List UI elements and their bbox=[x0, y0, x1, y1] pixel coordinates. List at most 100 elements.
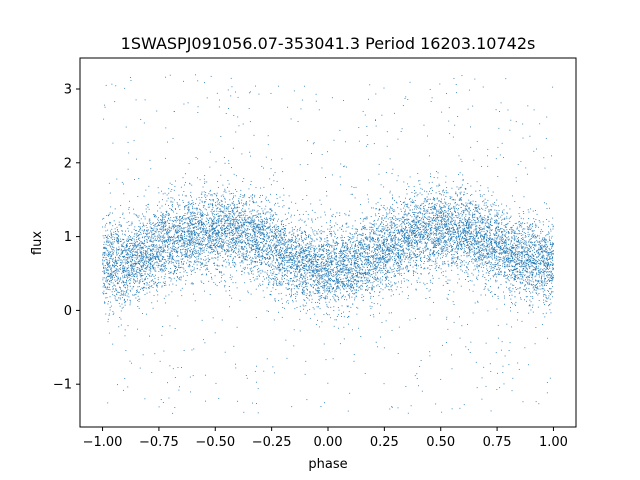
data-point bbox=[450, 230, 452, 232]
data-point bbox=[515, 261, 517, 263]
data-point bbox=[480, 236, 482, 238]
data-point bbox=[456, 244, 458, 246]
data-point bbox=[340, 271, 342, 273]
data-point bbox=[351, 296, 353, 298]
data-point bbox=[379, 234, 381, 236]
data-point bbox=[333, 325, 335, 327]
data-point bbox=[431, 226, 432, 228]
data-point bbox=[256, 261, 258, 263]
data-point bbox=[476, 239, 478, 241]
data-point bbox=[384, 280, 386, 282]
data-point bbox=[172, 412, 174, 414]
data-point bbox=[427, 218, 429, 220]
data-point bbox=[521, 247, 523, 249]
data-point bbox=[450, 221, 452, 223]
data-point bbox=[146, 230, 148, 232]
data-point bbox=[229, 213, 231, 214]
data-point bbox=[500, 246, 502, 248]
data-point bbox=[314, 248, 316, 250]
data-point bbox=[233, 226, 235, 228]
data-point bbox=[326, 268, 328, 269]
data-point bbox=[147, 249, 149, 251]
data-point bbox=[500, 232, 502, 234]
data-point bbox=[490, 268, 492, 270]
data-point bbox=[175, 266, 177, 268]
data-point bbox=[104, 286, 106, 288]
data-point bbox=[500, 349, 502, 351]
data-point bbox=[518, 251, 520, 252]
data-point bbox=[505, 239, 507, 241]
data-point bbox=[137, 252, 139, 254]
data-point bbox=[484, 215, 486, 217]
data-point bbox=[249, 229, 250, 231]
data-point bbox=[211, 225, 213, 227]
data-point bbox=[181, 253, 183, 255]
data-point bbox=[469, 246, 471, 248]
data-point bbox=[517, 163, 519, 165]
data-point bbox=[496, 246, 498, 248]
data-point bbox=[201, 274, 203, 276]
data-point bbox=[223, 215, 225, 217]
data-point bbox=[402, 249, 404, 250]
data-point bbox=[381, 259, 383, 261]
data-point bbox=[197, 217, 199, 219]
data-point bbox=[382, 243, 384, 245]
data-point bbox=[330, 271, 331, 272]
data-point bbox=[264, 258, 266, 259]
data-point bbox=[543, 237, 545, 239]
data-point bbox=[186, 245, 187, 247]
data-point bbox=[308, 299, 310, 301]
data-point bbox=[310, 255, 312, 257]
data-point bbox=[466, 241, 468, 243]
data-point bbox=[373, 240, 375, 242]
data-point bbox=[370, 239, 372, 241]
data-point bbox=[494, 220, 495, 222]
data-point bbox=[317, 290, 319, 292]
data-point bbox=[411, 230, 413, 232]
data-point bbox=[390, 221, 392, 222]
data-point bbox=[120, 250, 122, 252]
data-point bbox=[161, 237, 163, 238]
data-point bbox=[498, 286, 500, 288]
data-point bbox=[111, 245, 113, 247]
data-point bbox=[227, 225, 229, 227]
data-point bbox=[464, 231, 466, 233]
data-point bbox=[500, 271, 502, 273]
data-point bbox=[311, 298, 313, 300]
data-point bbox=[263, 235, 265, 237]
data-point bbox=[542, 238, 543, 240]
data-point bbox=[117, 384, 119, 386]
data-point bbox=[261, 255, 263, 257]
data-point bbox=[474, 236, 476, 238]
data-point bbox=[299, 284, 301, 286]
data-point bbox=[495, 219, 497, 221]
data-point bbox=[231, 211, 233, 213]
data-point bbox=[137, 280, 139, 282]
data-point bbox=[109, 236, 110, 237]
data-point bbox=[348, 311, 350, 313]
data-point bbox=[347, 269, 349, 271]
data-point bbox=[426, 283, 428, 285]
data-point bbox=[360, 285, 362, 287]
data-point bbox=[424, 205, 426, 206]
data-point bbox=[167, 234, 169, 236]
data-point bbox=[420, 273, 422, 275]
data-point bbox=[380, 336, 382, 338]
data-point bbox=[227, 206, 229, 208]
data-point bbox=[317, 217, 319, 219]
data-point bbox=[107, 242, 109, 243]
data-point bbox=[428, 203, 430, 205]
data-point bbox=[368, 268, 370, 270]
data-point bbox=[171, 246, 173, 248]
data-point bbox=[245, 202, 247, 204]
data-point bbox=[398, 293, 400, 295]
data-point bbox=[511, 251, 513, 253]
data-point bbox=[395, 248, 397, 250]
data-point bbox=[184, 217, 186, 219]
data-point bbox=[531, 265, 533, 267]
data-point bbox=[536, 280, 538, 282]
data-point bbox=[183, 227, 185, 229]
data-point bbox=[330, 220, 331, 221]
data-point bbox=[110, 305, 112, 307]
data-point bbox=[153, 276, 155, 277]
